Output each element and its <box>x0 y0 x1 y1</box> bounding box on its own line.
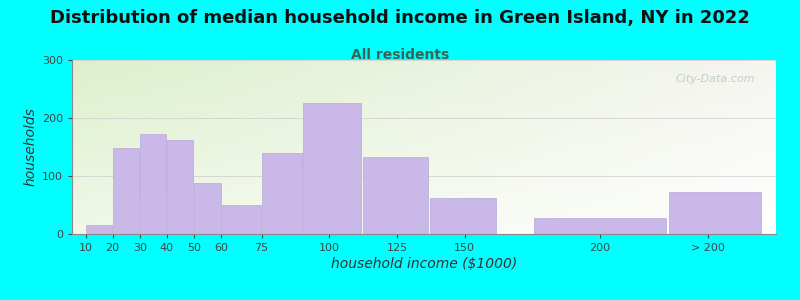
Y-axis label: households: households <box>24 108 38 186</box>
Bar <box>303 103 361 234</box>
Bar <box>262 153 302 234</box>
X-axis label: household income ($1000): household income ($1000) <box>331 257 517 271</box>
Bar <box>113 148 139 234</box>
Bar <box>669 192 761 234</box>
Bar <box>86 225 112 234</box>
Bar <box>194 183 221 234</box>
Text: All residents: All residents <box>351 48 449 62</box>
Bar <box>362 158 429 234</box>
Bar <box>222 205 261 234</box>
Bar <box>167 140 194 234</box>
Bar <box>534 218 666 234</box>
Text: Distribution of median household income in Green Island, NY in 2022: Distribution of median household income … <box>50 9 750 27</box>
Bar <box>430 198 496 234</box>
Bar <box>140 134 166 234</box>
Text: City-Data.com: City-Data.com <box>675 74 755 84</box>
